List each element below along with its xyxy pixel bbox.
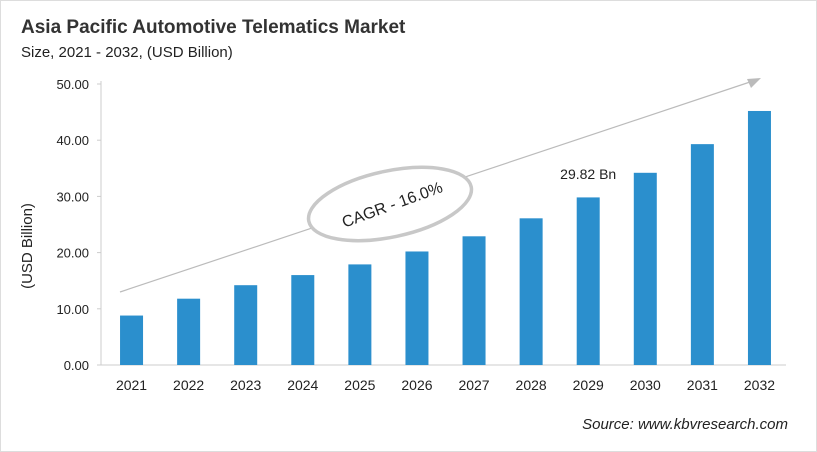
- bar-2022: [177, 298, 201, 365]
- bar-2021: [120, 315, 144, 365]
- bar-2023: [234, 285, 258, 365]
- bar-2024: [291, 275, 315, 365]
- x-tick-label: 2028: [516, 377, 547, 393]
- cagr-ellipse: [306, 165, 474, 243]
- y-tick-label: 50.00: [56, 77, 89, 92]
- x-tick-label: 2032: [744, 377, 775, 393]
- chart-subtitle: Size, 2021 - 2032, (USD Billion): [21, 44, 233, 61]
- bar-2025: [348, 264, 372, 365]
- bar-2030: [633, 172, 657, 365]
- y-tick-label: 0.00: [64, 358, 89, 373]
- bar-2028: [519, 218, 543, 365]
- bar-2027: [462, 236, 486, 365]
- bar-2031: [690, 144, 714, 365]
- trend-arrow-head: [747, 78, 761, 88]
- x-tick-label: 2027: [458, 377, 489, 393]
- x-tick-label: 2030: [630, 377, 661, 393]
- x-tick-label: 2025: [344, 377, 375, 393]
- bar-2032: [747, 110, 771, 365]
- source-note: Source: www.kbvresearch.com: [582, 416, 788, 433]
- x-tick-label: 2029: [573, 377, 604, 393]
- y-tick-label: 10.00: [56, 302, 89, 317]
- x-tick-label: 2021: [116, 377, 147, 393]
- y-axis-label: (USD Billion): [19, 203, 36, 289]
- x-tick-label: 2026: [401, 377, 432, 393]
- y-tick-label: 20.00: [56, 246, 89, 261]
- bar-2026: [405, 251, 429, 365]
- chart-title: Asia Pacific Automotive Telematics Marke…: [21, 17, 406, 38]
- x-tick-label: 2022: [173, 377, 204, 393]
- x-tick-label: 2023: [230, 377, 261, 393]
- y-tick-label: 30.00: [56, 189, 89, 204]
- x-tick-label: 2024: [287, 377, 318, 393]
- data-label: 29.82 Bn: [560, 166, 616, 182]
- bar-2029: [576, 197, 600, 365]
- x-tick-label: 2031: [687, 377, 718, 393]
- y-tick-label: 40.00: [56, 133, 89, 148]
